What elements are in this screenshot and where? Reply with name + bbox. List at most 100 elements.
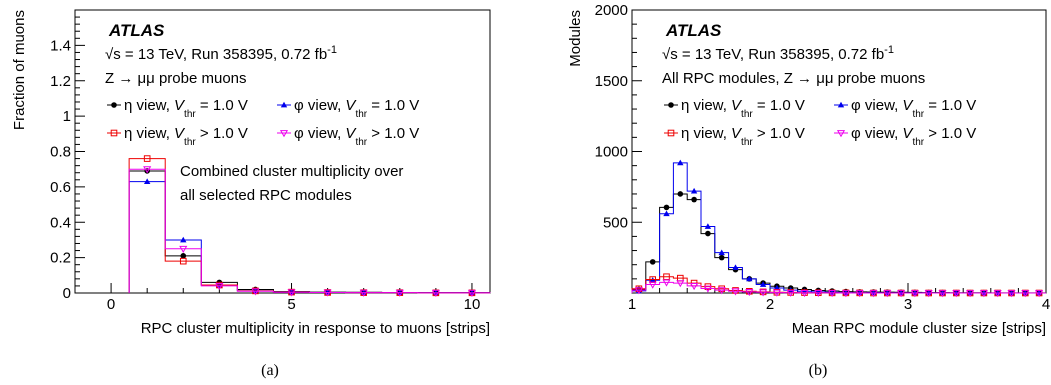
data-point: [467, 289, 477, 298]
data-point: [883, 290, 892, 298]
series-3: [631, 279, 1046, 298]
data-point: [841, 290, 850, 298]
data-point: [690, 187, 698, 194]
x-tick-label: 2: [766, 296, 774, 313]
lumi-superscript: -1: [327, 44, 337, 56]
y-tick-label: 0.2: [50, 250, 71, 267]
histogram-line: [631, 162, 1046, 294]
legend-entry-1: φ view, Vthr = 1.0 V: [277, 97, 419, 120]
y-tick-label: 0: [63, 285, 71, 302]
y-tick-label: 1500: [595, 73, 628, 90]
y-tick-label: 0.6: [50, 179, 71, 196]
data-point: [179, 257, 187, 265]
data-point: [287, 289, 296, 297]
data-point: [662, 279, 671, 287]
data-point: [759, 289, 768, 297]
data-point: [395, 289, 404, 297]
y-tick-label: 500: [603, 214, 628, 231]
data-point: [663, 210, 670, 217]
atlas-label: ATLAS: [108, 21, 165, 40]
data-point: [786, 289, 795, 297]
data-point: [359, 289, 368, 297]
info-line-energy: √s = 13 TeV, Run 358395, 0.72 fb-1: [105, 44, 337, 63]
legend-entry-2: η view, Vthr > 1.0 V: [664, 125, 805, 148]
y-tick-label: 1: [63, 108, 71, 125]
data-point: [717, 287, 726, 295]
data-point: [1021, 290, 1030, 298]
data-point: [690, 283, 699, 291]
data-point: [180, 236, 187, 243]
series-1: [631, 159, 1046, 296]
data-point: [855, 290, 864, 298]
data-point: [648, 281, 657, 289]
info-line-selection: All RPC modules, Z → μμ probe muons: [662, 70, 925, 87]
y-axis-title: Modules: [567, 10, 584, 67]
data-point: [649, 259, 656, 265]
legend-marker: [279, 130, 289, 138]
caption-a: (a): [261, 362, 279, 379]
data-point: [143, 155, 151, 162]
legend-entry-3: φ view, Vthr > 1.0 V: [277, 125, 419, 148]
legend-label: η view, Vthr > 1.0 V: [124, 125, 248, 148]
x-tick-label: 0: [107, 296, 115, 313]
data-point: [676, 280, 685, 288]
annotation-line: Combined cluster multiplicity over: [180, 163, 403, 180]
legend-marker: [667, 129, 675, 137]
data-point: [759, 281, 767, 287]
data-point: [215, 283, 224, 291]
data-point: [952, 290, 961, 298]
legend-label: η view, Vthr = 1.0 V: [124, 97, 248, 120]
x-tick-label: 5: [287, 296, 295, 313]
x-axis-title: Mean RPC module cluster size [strips]: [792, 320, 1046, 337]
legend-marker: [110, 129, 118, 137]
histogram-line: [631, 193, 1047, 294]
data-point: [828, 289, 837, 298]
data-point: [705, 230, 711, 237]
panel-b: 500 1000 1500 2000 1 2 3 4 Mean RPC module clust…: [567, 2, 1050, 337]
data-point: [143, 166, 152, 174]
data-point: [979, 290, 988, 298]
data-point: [143, 178, 151, 184]
data-point: [323, 289, 332, 297]
data-point: [814, 289, 823, 298]
data-point: [745, 288, 754, 297]
legend-label: φ view, Vthr = 1.0 V: [294, 97, 419, 120]
data-point: [924, 290, 933, 298]
data-point: [800, 289, 809, 298]
y-axis-title: Fraction of muons: [11, 10, 28, 130]
legend-entry-1: φ view, Vthr = 1.0 V: [834, 97, 976, 120]
x-tick-label: 4: [1042, 296, 1050, 313]
data-point: [1035, 290, 1044, 298]
legend-entry-3: φ view, Vthr > 1.0 V: [834, 125, 976, 148]
y-tick-label: 1.2: [50, 73, 71, 90]
data-point: [677, 159, 684, 166]
legend-marker: [111, 102, 117, 108]
data-point: [677, 191, 684, 197]
data-point: [1007, 290, 1016, 298]
data-point: [938, 290, 947, 298]
legend-entry-0: η view, Vthr = 1.0 V: [664, 97, 805, 120]
y-tick-label: 0.4: [50, 214, 71, 231]
annotation-line: all selected RPC modules: [180, 187, 352, 204]
x-tick-label: 10: [464, 296, 481, 313]
data-point: [634, 287, 643, 295]
legend-marker: [837, 101, 845, 108]
data-point: [993, 290, 1002, 298]
legend-label: φ view, Vthr = 1.0 V: [851, 97, 976, 120]
y-tick-label: 2000: [595, 2, 628, 19]
legend-label: η view, Vthr = 1.0 V: [681, 97, 805, 120]
x-axis-title: RPC cluster multiplicity in response to …: [141, 320, 490, 337]
data-point: [897, 290, 906, 298]
data-point: [179, 245, 188, 253]
x-tick-label: 3: [904, 296, 912, 313]
data-point: [431, 289, 440, 298]
legend-entry-2: η view, Vthr > 1.0 V: [107, 125, 248, 148]
legend-marker: [836, 130, 846, 138]
atlas-label: ATLAS: [665, 21, 722, 40]
series-3: [128, 166, 491, 298]
data-point: [966, 290, 975, 298]
data-point: [663, 204, 670, 211]
data-point: [772, 289, 781, 297]
data-point: [703, 285, 712, 293]
